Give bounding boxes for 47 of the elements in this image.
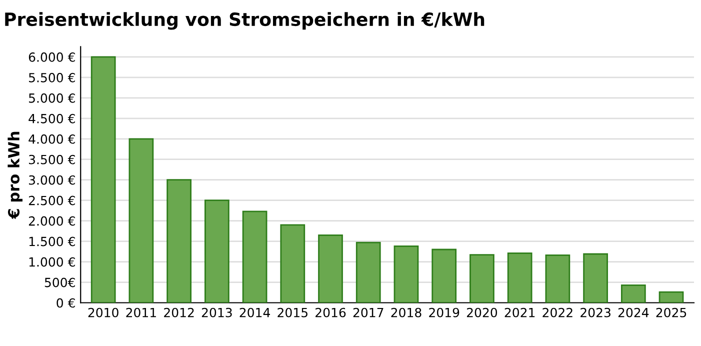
bar: [432, 248, 457, 303]
y-tick-label: 4.500 €: [28, 114, 75, 124]
x-tick-label: 2019: [429, 308, 460, 318]
y-tick-label: 5.000 €: [29, 93, 75, 103]
x-tick-label: 2011: [126, 308, 156, 318]
bar: [470, 254, 494, 303]
x-tick-label: 2022: [542, 308, 572, 318]
y-tick-label: 6.000 €: [28, 52, 75, 62]
y-tick-label: 5.500 €: [29, 72, 75, 82]
x-tick-label: 2025: [656, 308, 686, 318]
y-tick-label: 0 €: [56, 298, 75, 308]
bar: [242, 210, 268, 303]
x-tick-label: 2013: [202, 308, 232, 318]
y-tick-label: 3.000 €: [28, 175, 75, 185]
y-tick-label: 2.000 €: [28, 216, 75, 226]
bar: [90, 56, 116, 303]
chart-title: Preisentwicklung von Stromspeichern in €/kWh: [5, 12, 484, 30]
bar: [394, 246, 419, 303]
bar: [166, 179, 192, 303]
x-tick-label: 2010: [88, 308, 118, 318]
bar: [545, 254, 570, 303]
bar: [507, 252, 532, 303]
x-tick-label: 2017: [353, 308, 384, 318]
y-tick-label: 4.000 €: [28, 134, 75, 144]
bar: [318, 234, 343, 303]
y-tick-label: 2.500 €: [28, 196, 75, 206]
bar: [280, 224, 306, 303]
x-tick-label: 2021: [504, 308, 535, 318]
bar: [204, 200, 230, 303]
x-tick-label: 2016: [316, 308, 346, 318]
x-tick-label: 2014: [240, 308, 270, 318]
y-tick-label: 1.000 €: [29, 257, 75, 267]
y-tick-label: 1.500 €: [29, 236, 75, 246]
bar: [620, 284, 646, 303]
x-tick-label: 2018: [391, 308, 422, 318]
y-tick-label: 500€: [44, 278, 75, 288]
bar: [658, 291, 684, 303]
x-tick-label: 2024: [618, 308, 649, 318]
y-tick-label: 3.500 €: [28, 154, 75, 164]
bar: [356, 242, 381, 303]
x-tick-label: 2015: [278, 308, 308, 318]
y-axis-title: € pro kWh: [8, 132, 22, 220]
bar: [583, 253, 608, 303]
bar: [128, 138, 154, 303]
x-tick-label: 2012: [164, 308, 194, 318]
x-tick-label: 2020: [466, 308, 498, 318]
x-tick-label: 2023: [580, 308, 610, 318]
